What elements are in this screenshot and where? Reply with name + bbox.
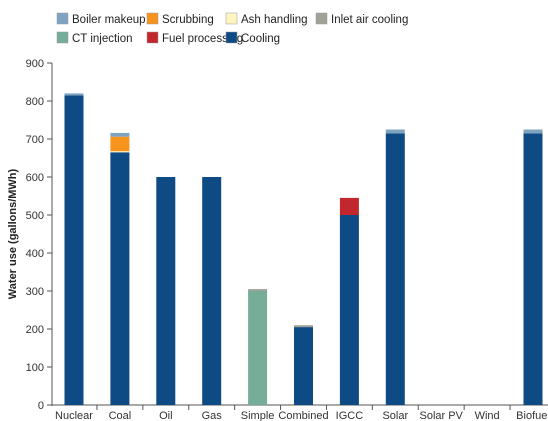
y-ticks: 0 100 200 300 400 500 600 700 800 900: [26, 58, 52, 412]
bar-segment: [294, 327, 313, 405]
x-tick-label: Biofuel: [516, 410, 548, 421]
y-tick-label: 700: [26, 134, 44, 146]
bar-segment: [248, 289, 268, 291]
y-tick-label: 200: [26, 324, 44, 336]
x-tick-label: Wind: [475, 410, 500, 421]
legend-swatch: [56, 31, 69, 44]
y-tick-label: 900: [26, 58, 44, 70]
legend: Boiler makeup Scrubbing Ash handling Inlet …: [56, 12, 408, 45]
y-tick-label: 0: [38, 400, 44, 412]
bar-segment: [64, 93, 84, 96]
bar-segment: [110, 151, 130, 153]
bar-segment: [110, 152, 130, 405]
legend-swatch: [315, 12, 328, 25]
x-tick-label: Solar PV: [419, 410, 463, 421]
x-tick-label: Coal: [109, 410, 132, 421]
bar-segment: [339, 215, 359, 405]
legend-label: Scrubbing: [162, 14, 214, 26]
legend-label: Fuel processing: [162, 33, 243, 45]
bar-segment: [294, 325, 313, 328]
legend-swatch: [56, 12, 69, 25]
bar-segment: [248, 291, 268, 405]
legend-swatch: [146, 31, 159, 44]
x-tick-label: Simple: [241, 410, 275, 421]
bar-segment: [523, 129, 543, 134]
y-axis-label: Water use (gallons/MWh): [7, 168, 19, 299]
bar-segment: [110, 132, 130, 137]
bar-segment: [385, 129, 405, 134]
x-tick-label: Gas: [202, 410, 223, 421]
legend-swatch: [225, 31, 238, 44]
y-tick-label: 500: [26, 210, 44, 222]
bar-segment: [385, 133, 405, 406]
bar-segment: [64, 95, 84, 406]
y-tick-label: 400: [26, 248, 44, 260]
legend-swatch: [146, 12, 159, 25]
bars: [64, 93, 543, 406]
y-tick-label: 300: [26, 286, 44, 298]
bar-segment: [156, 177, 176, 405]
x-tick-label: Solar: [382, 410, 408, 421]
legend-label: Boiler makeup: [72, 14, 146, 26]
legend-label: Cooling: [241, 33, 280, 45]
y-tick-label: 600: [26, 172, 44, 184]
bar-segment: [523, 133, 543, 406]
x-tick-label: IGCC: [336, 410, 364, 421]
x-tick-label: Combined: [278, 410, 328, 421]
bar-segment: [202, 177, 222, 405]
bar-segment: [110, 136, 130, 152]
x-tick-label: Nuclear: [55, 410, 93, 421]
legend-label: Ash handling: [241, 14, 308, 26]
x-ticks: Nuclear Coal Oil Gas Simple Combined IGCC Solar…: [55, 405, 548, 421]
bar-segment: [339, 197, 359, 215]
legend-label: Inlet air cooling: [331, 14, 408, 26]
y-tick-label: 100: [26, 362, 44, 374]
legend-label: CT injection: [72, 33, 133, 45]
x-tick-label: Oil: [159, 410, 172, 421]
legend-swatch: [225, 12, 238, 25]
y-tick-label: 800: [26, 96, 44, 108]
